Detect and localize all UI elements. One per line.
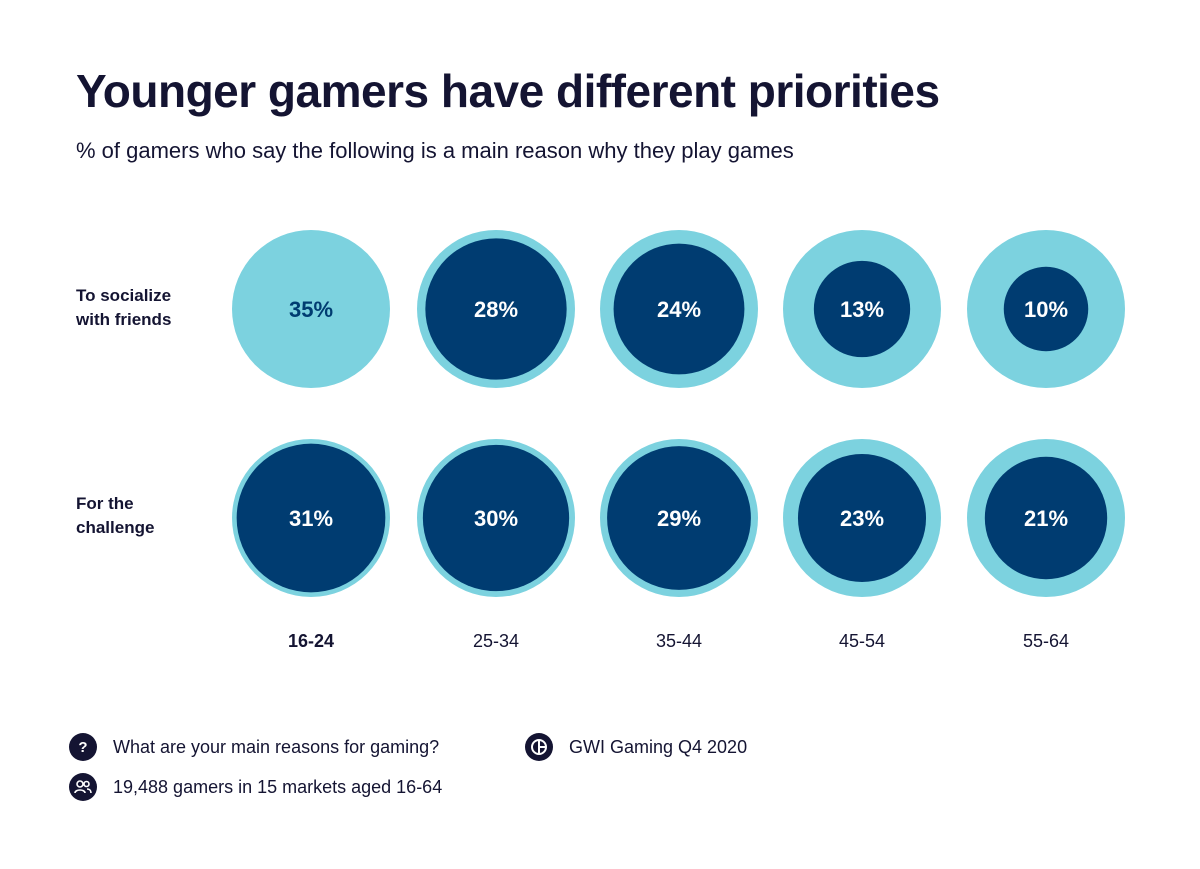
bubble-for-the-challenge-16-24: 31% [232, 439, 390, 597]
bubble-to-socialize-with-friends-55-64: 10% [967, 230, 1125, 388]
gwi-logo-icon [525, 733, 553, 761]
bubble-value-label: 10% [1024, 297, 1068, 322]
bubble-value-label: 24% [657, 297, 701, 322]
bubble-inner [813, 260, 911, 358]
bubble-for-the-challenge-55-64: 21% [967, 439, 1125, 597]
row-label-challenge: For the challenge [76, 492, 226, 540]
bubble-inner [607, 446, 751, 590]
bubble-value-label: 21% [1024, 506, 1068, 531]
bubble-inner [613, 243, 745, 375]
people-icon [69, 773, 97, 801]
bubble-value-label: 13% [840, 297, 884, 322]
bubble-inner [797, 453, 927, 583]
bubble-inner [984, 456, 1108, 580]
row-label-line: For the [76, 494, 134, 513]
bubble-to-socialize-with-friends-45-54: 13% [783, 230, 941, 388]
footer-question-text: What are your main reasons for gaming? [113, 736, 440, 757]
footer-source-text: GWI Gaming Q4 2020 [569, 736, 748, 757]
footer-sample: 19,488 gamers in 15 markets aged 16-64 [69, 773, 442, 801]
row-label-line: challenge [76, 518, 155, 537]
footer-sample-text: 19,488 gamers in 15 markets aged 16-64 [113, 776, 443, 797]
footer-source: GWI Gaming Q4 2020 [525, 733, 747, 761]
row-label-line: To socialize [76, 286, 172, 305]
x-category-label: 25-34 [473, 631, 519, 651]
bubble-to-socialize-with-friends-16-24: 35% [232, 230, 390, 388]
row-label-socialize: To socialize with friends [76, 284, 226, 332]
bubble-value-label: 35% [289, 297, 333, 322]
bubble-value-label: 28% [474, 297, 518, 322]
bubble-value-label: 31% [289, 506, 333, 531]
x-category-label: 45-54 [839, 631, 885, 651]
row-label-line: with friends [76, 310, 172, 329]
bubble-value-label: 30% [474, 506, 518, 531]
footer-question: ? What are your main reasons for gaming? [69, 733, 439, 761]
bubble-value-label: 29% [657, 506, 701, 531]
x-category-label: 16-24 [288, 631, 334, 651]
bubble-value-label: 23% [840, 506, 884, 531]
bubble-for-the-challenge-35-44: 29% [600, 439, 758, 597]
bubble-for-the-challenge-45-54: 23% [783, 439, 941, 597]
bubble-inner [425, 238, 567, 380]
chart-title: Younger gamers have different priorities [76, 65, 940, 117]
chart-subtitle: % of gamers who say the following is a m… [76, 138, 794, 163]
bubble-chart: 35% 28% 24% 13% 10% 31% 30% 29% 23% 21% 16-24 25-34… [232, 230, 1125, 651]
bubble-inner [422, 444, 570, 592]
bubble-to-socialize-with-friends-25-34: 28% [417, 230, 575, 388]
bubble-outer [232, 230, 390, 388]
question-icon: ? [69, 733, 97, 761]
bubble-inner [1003, 266, 1089, 352]
bubble-for-the-challenge-25-34: 30% [417, 439, 575, 597]
x-category-label: 55-64 [1023, 631, 1069, 651]
x-category-label: 35-44 [656, 631, 702, 651]
bubble-to-socialize-with-friends-35-44: 24% [600, 230, 758, 388]
bubble-inner [236, 443, 386, 593]
